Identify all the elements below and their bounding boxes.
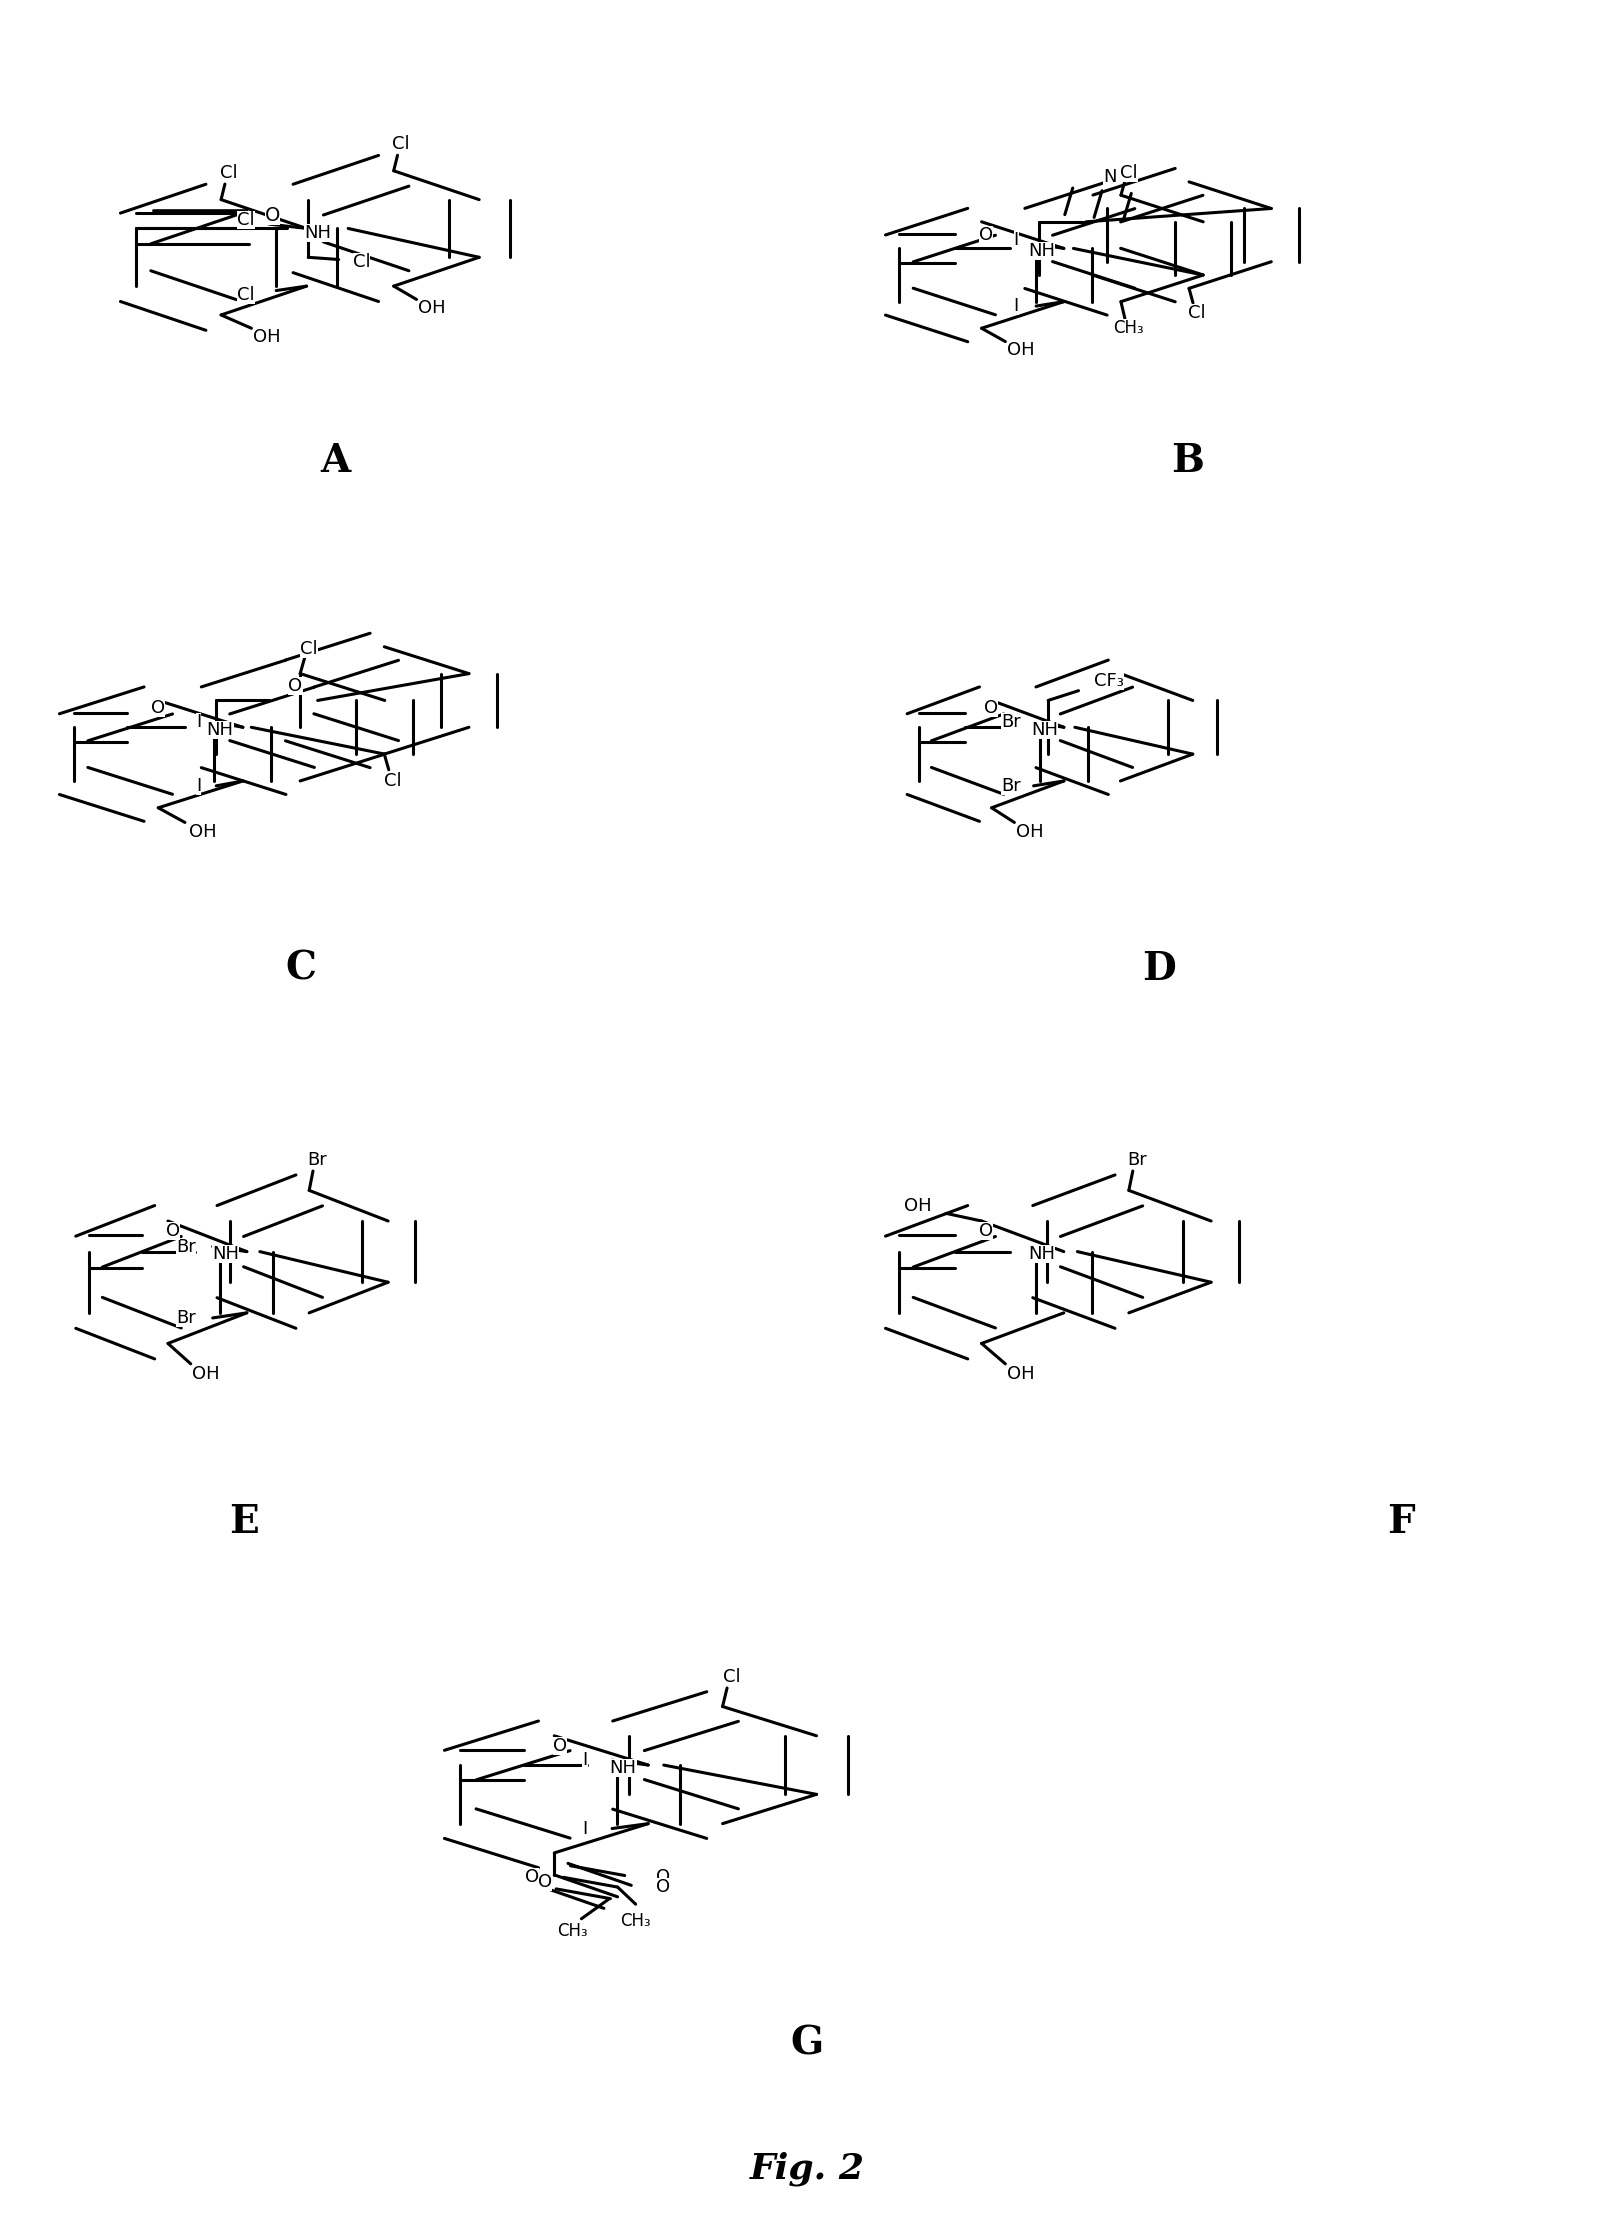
- Text: CH₃: CH₃: [620, 1912, 650, 1930]
- Text: CH₃: CH₃: [1112, 319, 1143, 337]
- Text: Br: Br: [1001, 776, 1020, 794]
- Text: G: G: [791, 2025, 823, 2063]
- Text: O: O: [978, 226, 993, 244]
- Text: Br: Br: [1127, 1151, 1146, 1169]
- Text: Br: Br: [176, 1309, 195, 1326]
- Text: CF₃: CF₃: [1093, 672, 1123, 690]
- Text: OH: OH: [253, 328, 281, 346]
- Text: Cl: Cl: [237, 211, 255, 228]
- Text: O: O: [655, 1868, 670, 1885]
- Text: NH: NH: [303, 224, 331, 242]
- Text: Br: Br: [307, 1151, 326, 1169]
- Text: F: F: [1386, 1504, 1414, 1542]
- Text: Cl: Cl: [723, 1668, 739, 1686]
- Text: I: I: [583, 1752, 587, 1770]
- Text: Cl: Cl: [1188, 304, 1206, 322]
- Text: OH: OH: [904, 1198, 931, 1215]
- Text: D: D: [1141, 949, 1175, 987]
- Text: OH: OH: [189, 823, 216, 841]
- Text: Br: Br: [1001, 714, 1020, 732]
- Text: O: O: [655, 1879, 670, 1896]
- Text: I: I: [1014, 297, 1018, 315]
- Text: OH: OH: [418, 299, 445, 317]
- Text: Cl: Cl: [220, 164, 237, 182]
- Text: B: B: [1170, 441, 1202, 481]
- Text: O: O: [289, 676, 302, 694]
- Text: O: O: [265, 206, 279, 224]
- Text: Cl: Cl: [237, 286, 255, 304]
- Text: NH: NH: [1028, 1244, 1054, 1264]
- Text: NH: NH: [608, 1759, 636, 1777]
- Text: NH: NH: [211, 1244, 239, 1264]
- Text: I: I: [195, 776, 202, 794]
- Text: OH: OH: [1007, 342, 1035, 359]
- Text: I: I: [195, 714, 202, 732]
- Text: C: C: [284, 949, 316, 987]
- Text: Cl: Cl: [300, 641, 318, 659]
- Text: OH: OH: [1007, 1364, 1035, 1384]
- Text: I: I: [583, 1819, 587, 1837]
- Text: I: I: [1014, 231, 1018, 248]
- Text: O: O: [165, 1222, 179, 1240]
- Text: N: N: [1102, 169, 1115, 186]
- Text: NH: NH: [1028, 242, 1054, 260]
- Text: OH: OH: [192, 1364, 220, 1384]
- Text: Cl: Cl: [392, 135, 410, 153]
- Text: Cl: Cl: [1120, 164, 1136, 182]
- Text: Cl: Cl: [352, 253, 370, 271]
- Text: Br: Br: [176, 1238, 195, 1255]
- Text: O: O: [537, 1874, 552, 1892]
- Text: O: O: [552, 1737, 567, 1754]
- Text: Fig. 2: Fig. 2: [749, 2151, 865, 2187]
- Text: Cl: Cl: [384, 772, 402, 790]
- Text: NH: NH: [1030, 721, 1057, 739]
- Text: O: O: [978, 1222, 993, 1240]
- Text: A: A: [320, 441, 350, 481]
- Text: NH: NH: [207, 721, 234, 739]
- Text: O: O: [525, 1868, 539, 1885]
- Text: CH₃: CH₃: [557, 1923, 587, 1941]
- Text: OH: OH: [1015, 823, 1043, 841]
- Text: O: O: [150, 699, 165, 716]
- Text: E: E: [229, 1504, 258, 1542]
- Text: O: O: [985, 699, 997, 716]
